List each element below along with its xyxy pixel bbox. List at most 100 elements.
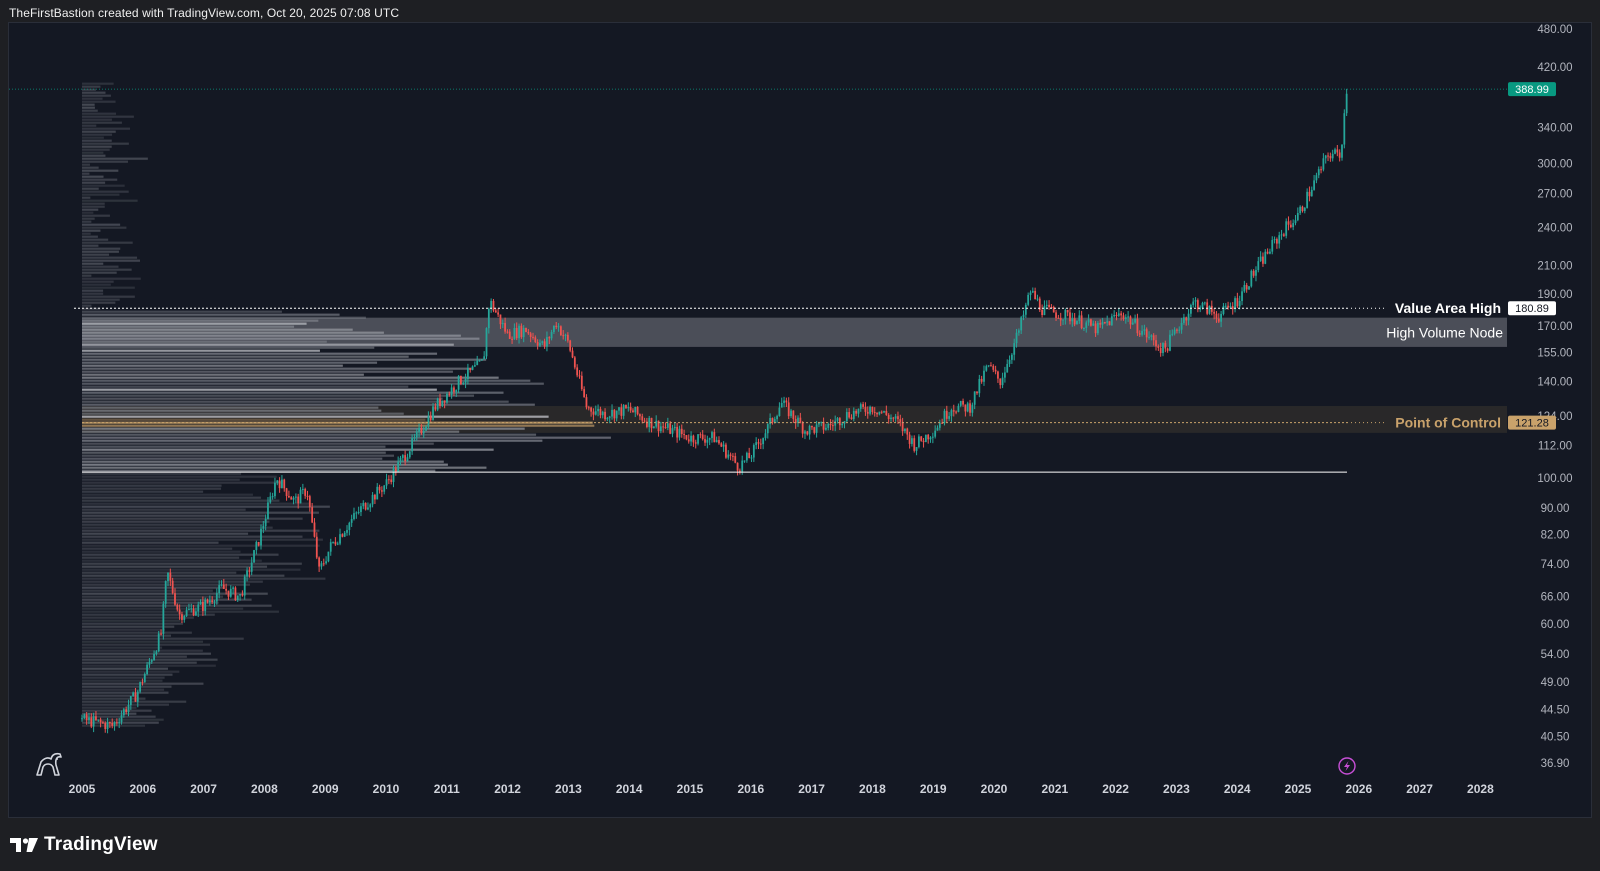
candle-body [213, 601, 216, 603]
candle-body [146, 664, 148, 675]
candle-body [222, 584, 225, 589]
volume-profile-bar [82, 145, 112, 148]
candle-body [1210, 305, 1213, 312]
volume-profile-bar [82, 313, 340, 316]
volume-profile-bar [82, 346, 375, 349]
candle-body [657, 420, 660, 432]
candle-body [271, 496, 274, 498]
candle-body [1166, 348, 1169, 351]
candle-body [325, 561, 327, 564]
candle-body [374, 494, 376, 500]
candle-body [573, 357, 576, 368]
volume-profile-bar [82, 709, 152, 712]
volume-profile-bar [82, 442, 434, 445]
price-chart[interactable]: Value Area High Point of Control High Volu… [9, 23, 1591, 817]
candle-body [822, 421, 825, 430]
candle-body [1329, 156, 1332, 159]
candle-body [392, 468, 395, 483]
candle-body [1057, 317, 1060, 319]
candle-body [422, 430, 425, 434]
price-axis[interactable]: 480.00 420.00 340.00 300.00 270.00 240.00 210.… [1508, 24, 1573, 770]
volume-profile-bar [82, 511, 319, 514]
price-axis-tick: 60.00 [1541, 619, 1570, 631]
chart-pane[interactable]: Value Area High Point of Control High Volu… [8, 22, 1592, 818]
candle-body [994, 369, 997, 372]
volume-profile-bar [82, 472, 242, 475]
candle-body [615, 410, 618, 419]
volume-profile-bar [82, 694, 138, 697]
candle-body [1117, 313, 1120, 316]
candle-body [704, 439, 706, 443]
candle-body [880, 411, 883, 413]
candle-body [669, 423, 672, 434]
volume-profile-bar [82, 298, 120, 301]
candle-body [924, 434, 927, 443]
candle-body [685, 435, 688, 440]
time-axis-tick: 2017 [798, 782, 825, 796]
volume-profile-bar [82, 352, 438, 355]
candle-body [92, 716, 95, 727]
candle-body [680, 428, 683, 435]
candle-body [278, 480, 281, 489]
candle-body [738, 470, 741, 472]
candle-body [473, 365, 476, 367]
candle-body [713, 432, 716, 443]
price-axis-tick: 240.00 [1537, 222, 1572, 234]
lightning-icon[interactable] [1338, 757, 1356, 775]
volume-profile-bar [82, 496, 261, 499]
candle-body [957, 405, 960, 412]
volume-profile-bar [82, 241, 133, 244]
current-price-badge [1508, 82, 1556, 97]
candle-body [599, 408, 602, 416]
candle-body [115, 722, 118, 724]
candle-body [1280, 234, 1283, 236]
volume-profile-bar [82, 697, 146, 700]
candle-body [1017, 330, 1020, 333]
candle-body [904, 428, 906, 432]
candle-body [262, 526, 265, 529]
candle-body [501, 323, 504, 325]
candle-body [564, 334, 567, 336]
candle-body [952, 410, 955, 412]
candle-body [436, 398, 439, 410]
candle-body [1224, 305, 1227, 307]
time-axis[interactable]: 2005 2006 2007 2008 2009 2010 2011 2012 2013 2014… [69, 782, 1494, 796]
candle-body [1004, 372, 1006, 378]
volume-profile-bar [82, 184, 125, 187]
candle-body [1099, 323, 1102, 325]
candle-body [515, 327, 518, 339]
candle-body [1217, 318, 1220, 322]
volume-profile-bar [82, 439, 543, 442]
candle-body [1250, 270, 1253, 287]
candle-body [1069, 312, 1071, 322]
candle-body [1159, 348, 1162, 354]
candle-body [1020, 317, 1023, 331]
volume-profile-bar [82, 136, 104, 139]
volume-profile-bar [82, 499, 280, 502]
time-axis-tick: 2013 [555, 782, 582, 796]
volume-profile-bar [82, 229, 101, 232]
candle-body [1299, 206, 1302, 214]
price-axis-tick: 100.00 [1537, 473, 1572, 485]
candle-body [122, 709, 125, 716]
volume-profile-bar [82, 565, 268, 568]
candle-body [1324, 155, 1327, 159]
time-axis-tick: 2025 [1285, 782, 1312, 796]
candle-body [469, 368, 472, 370]
candle-body [1245, 285, 1248, 290]
candle-body [1073, 318, 1076, 325]
candle-body [1096, 323, 1099, 334]
candle-body [178, 609, 181, 615]
volume-profile-bar [82, 520, 270, 523]
candle-body [971, 404, 974, 413]
volume-profile-bar [82, 493, 253, 496]
candle-body [522, 327, 525, 338]
candle-body [773, 419, 776, 423]
candle-body [769, 417, 772, 425]
candle-body [990, 365, 992, 367]
candle-body [550, 332, 553, 339]
candle-body [655, 420, 658, 427]
candle-body [827, 423, 830, 428]
volume-profile-bar [82, 652, 211, 655]
tradingview-logo[interactable]: TradingView [10, 834, 158, 856]
